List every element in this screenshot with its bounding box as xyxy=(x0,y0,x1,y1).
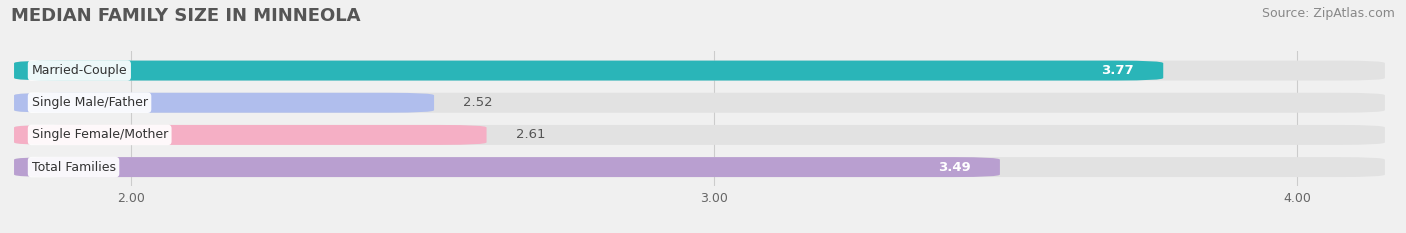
FancyBboxPatch shape xyxy=(14,157,1000,177)
Text: 2.52: 2.52 xyxy=(463,96,494,109)
Text: Single Female/Mother: Single Female/Mother xyxy=(31,128,167,141)
FancyBboxPatch shape xyxy=(14,61,1163,81)
Text: 3.77: 3.77 xyxy=(1101,64,1135,77)
Text: Single Male/Father: Single Male/Father xyxy=(31,96,148,109)
FancyBboxPatch shape xyxy=(14,93,434,113)
Text: MEDIAN FAMILY SIZE IN MINNEOLA: MEDIAN FAMILY SIZE IN MINNEOLA xyxy=(11,7,361,25)
FancyBboxPatch shape xyxy=(14,157,1385,177)
FancyBboxPatch shape xyxy=(14,61,1385,81)
FancyBboxPatch shape xyxy=(14,93,1385,113)
Text: Total Families: Total Families xyxy=(31,161,115,174)
FancyBboxPatch shape xyxy=(14,125,1385,145)
Text: 3.49: 3.49 xyxy=(938,161,970,174)
Text: Source: ZipAtlas.com: Source: ZipAtlas.com xyxy=(1261,7,1395,20)
Text: Married-Couple: Married-Couple xyxy=(31,64,127,77)
Text: 2.61: 2.61 xyxy=(516,128,546,141)
FancyBboxPatch shape xyxy=(14,125,486,145)
